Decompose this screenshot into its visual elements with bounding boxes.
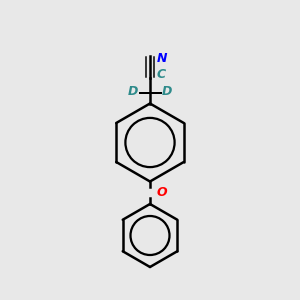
Text: C: C [157, 68, 166, 81]
Text: D: D [162, 85, 172, 98]
Text: O: O [157, 186, 167, 199]
Text: D: D [128, 85, 138, 98]
Text: N: N [157, 52, 167, 65]
